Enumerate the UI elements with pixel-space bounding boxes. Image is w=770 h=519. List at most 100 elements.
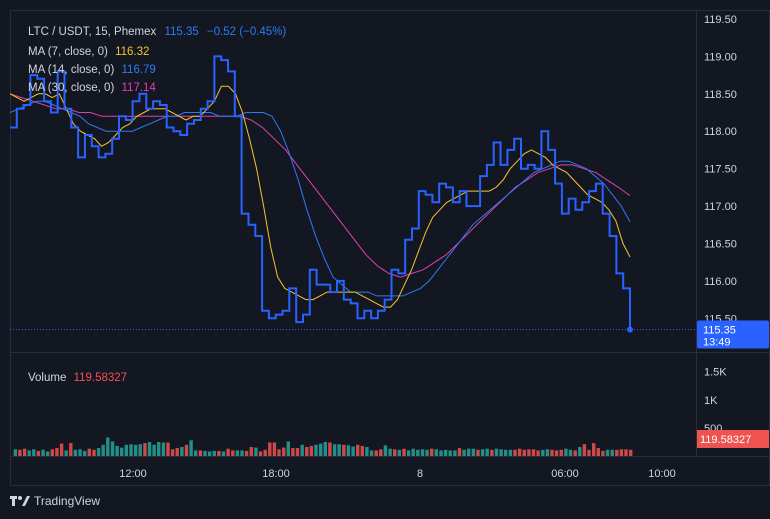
time-tick-label: 18:00 (262, 468, 290, 480)
time-tick-label: 10:00 (648, 468, 676, 480)
time-tick-label: 06:00 (551, 468, 579, 480)
legend-title: LTC / USDT, 15, Phemex 115.35 −0.52 (−0.… (28, 26, 286, 38)
volume-bar (439, 450, 443, 456)
volume-bar (601, 450, 605, 456)
volume-bar (319, 443, 323, 456)
volume-bar (13, 449, 17, 456)
volume-bar (263, 449, 267, 456)
volume-bar (120, 447, 124, 456)
volume-bar (41, 449, 45, 456)
volume-bar (582, 444, 587, 456)
price-lines (10, 55, 696, 333)
volume-bar (462, 449, 466, 456)
volume-bar (443, 449, 448, 456)
volume-bar (32, 449, 36, 456)
volume-bar (78, 449, 82, 456)
ma30-value: 117.14 (121, 82, 156, 94)
volume-bar (207, 451, 212, 456)
volume-bar (356, 444, 360, 456)
volume-bar (508, 449, 513, 456)
volume-bar (480, 449, 485, 456)
volume-bar (240, 450, 244, 456)
volume-bar (226, 448, 230, 456)
volume-bar (383, 445, 388, 456)
volume-bar (365, 447, 369, 456)
volume-tick-label: 1.5K (704, 367, 727, 379)
volume-bar (124, 444, 128, 456)
volume-bar (411, 448, 415, 456)
legend-volume: Volume 119.58327 (28, 372, 127, 384)
volume-bar (129, 444, 133, 456)
volume-bar (170, 449, 175, 456)
volume-label: Volume (28, 372, 67, 384)
volume-bar (92, 449, 96, 456)
volume-bar (527, 449, 531, 456)
volume-bar (133, 444, 138, 456)
volume-bar (615, 449, 619, 456)
volume-bar (513, 449, 517, 456)
volume-bar (314, 444, 318, 456)
volume-bar (286, 441, 290, 456)
volume-bar (374, 450, 378, 456)
volume-bar (467, 448, 471, 456)
legend-ma7: MA (7, close, 0) 116.32 (28, 46, 149, 58)
volume-bar (554, 450, 559, 456)
volume-bar (351, 446, 355, 456)
volume-bar (624, 449, 628, 456)
volume-bar (393, 449, 397, 456)
volume-bar (499, 449, 503, 456)
volume-bar (73, 449, 78, 456)
volume-bar (231, 450, 235, 456)
volume-bar (87, 448, 91, 456)
volume-bar (309, 445, 314, 456)
legend-ma14: MA (14, close, 0) 116.79 (28, 64, 156, 76)
chart-frame[interactable]: 115.50 116.00 116.50 117.00 117.50 118.00 118.… (10, 10, 770, 486)
time-tick-label: 8 (417, 468, 423, 480)
volume-bar (180, 447, 184, 456)
volume-bar (36, 450, 41, 456)
volume-bar (194, 450, 198, 456)
volume-bar (541, 449, 545, 456)
volume-value: 119.58327 (73, 372, 128, 384)
volume-bar (430, 448, 434, 456)
volume-badge-value: 119.58327 (700, 434, 751, 446)
volume-bar (397, 449, 401, 456)
volume-bar (434, 449, 438, 456)
volume-bar (157, 442, 161, 456)
volume-bar (337, 444, 341, 456)
price-tick-label: 119.50 (704, 14, 737, 26)
volume-bar (18, 449, 22, 456)
volume-bar (277, 449, 281, 456)
volume-bar (203, 450, 207, 456)
volume-bar (143, 443, 147, 456)
chart-svg[interactable]: 115.50116.00116.50117.00117.50118.00118.… (10, 10, 770, 486)
price-badge-countdown: 13:49 (703, 337, 731, 349)
volume-bar (258, 451, 263, 456)
volume-bar (360, 445, 364, 456)
volume-bar (578, 447, 582, 456)
volume-bar (536, 450, 540, 456)
volume-bar (629, 449, 633, 456)
tradingview-brand[interactable]: TradingView (10, 492, 100, 510)
volume-bar (55, 448, 59, 456)
legend-ma30: MA (30, close, 0) 117.14 (28, 82, 156, 94)
symbol-label: LTC / USDT, 15, Phemex (28, 26, 157, 38)
volume-bar (291, 448, 295, 456)
volume-bar (346, 445, 351, 456)
volume-bar (369, 450, 374, 456)
volume-bar (22, 448, 27, 456)
volume-bar (235, 450, 240, 456)
volume-bar (50, 449, 54, 456)
volume-bar (115, 445, 119, 456)
ma14-line (10, 100, 631, 297)
volume-bar (596, 448, 600, 456)
volume-bar (420, 449, 425, 456)
volume-bar (531, 449, 536, 456)
volume-bar (416, 449, 420, 456)
volume-bar (550, 449, 554, 456)
volume-bar (402, 448, 406, 456)
volume-bar (217, 450, 221, 456)
volume-bar (517, 448, 522, 456)
volume-bar (485, 448, 489, 456)
volume-bar (254, 447, 258, 456)
